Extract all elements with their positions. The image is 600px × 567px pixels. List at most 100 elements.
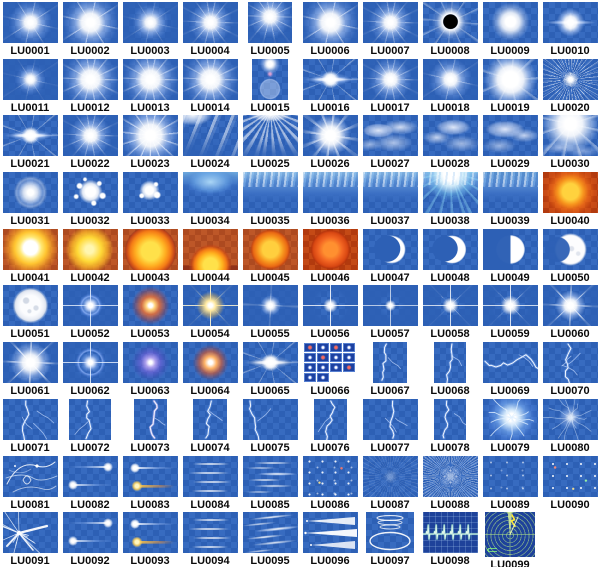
thumbnail-splatter-burst[interactable] — [62, 172, 118, 214]
thumbnail-starburst[interactable] — [422, 58, 478, 100]
thumbnail-sun-disc[interactable] — [2, 228, 58, 270]
thumbnail-starburst-small[interactable] — [2, 58, 58, 100]
thumbnail-water-surface-dark[interactable] — [482, 172, 538, 214]
thumbnail-splatter-small[interactable] — [122, 172, 178, 214]
thumbnail-lightning-narrow[interactable] — [69, 398, 111, 440]
thumbnail-sun-sphere[interactable] — [242, 228, 298, 270]
thumbnail-electric-web[interactable] — [542, 398, 598, 440]
thumbnail-electric-burst[interactable] — [482, 398, 538, 440]
thumbnail-clouds[interactable] — [362, 115, 418, 157]
thumbnail-light-painting[interactable] — [2, 455, 58, 497]
thumbnail-star-tile-grid[interactable] — [302, 342, 358, 384]
thumbnail-violet-glow-dot[interactable] — [122, 342, 178, 384]
thumbnail-six-point-star[interactable] — [482, 285, 538, 327]
thumbnail-comet-streaks-orange[interactable] — [122, 512, 178, 554]
thumbnail-six-point-star-small[interactable] — [422, 285, 478, 327]
thumbnail-full-moon[interactable] — [2, 285, 58, 327]
thumbnail-lightning-branched[interactable] — [2, 398, 58, 440]
thumbnail-starburst-rays[interactable] — [182, 2, 238, 43]
thumbnail-crescent-moon[interactable] — [422, 228, 478, 270]
thumbnail-cross-star-thin[interactable] — [302, 285, 358, 327]
thumbnail-starfield-dots[interactable] — [542, 455, 598, 497]
thumbnail-streak-explosion[interactable] — [2, 512, 58, 554]
thumbnail-starburst-soft[interactable] — [122, 2, 178, 43]
thumbnail-solar-eclipse[interactable] — [422, 2, 478, 43]
thumbnail-radar-screen[interactable] — [485, 512, 535, 558]
thumbnail-starfield[interactable] — [302, 455, 358, 497]
thumbnail-starburst-large[interactable] — [302, 2, 358, 43]
thumbnail-setting-sun-large[interactable] — [122, 228, 178, 270]
thumbnail-star-horizontal-flare[interactable] — [542, 2, 598, 43]
thumbnail-heartbeat-monitor[interactable] — [422, 512, 478, 554]
thumbnail-streak-burst[interactable] — [542, 58, 598, 100]
thumbnail-crescent-moon-thin[interactable] — [362, 228, 418, 270]
thumbnail-comet-streaks[interactable] — [62, 455, 118, 497]
thumbnail-speed-wedges[interactable] — [302, 512, 358, 554]
thumbnail-starburst-rays[interactable] — [62, 115, 118, 157]
thumbnail-starburst-wide[interactable] — [182, 58, 238, 100]
thumbnail-glow-halo[interactable] — [2, 172, 58, 214]
thumbnail-horizontal-flare-burst[interactable] — [2, 115, 58, 157]
thumbnail-orange-sun[interactable] — [542, 172, 598, 214]
thumbnail-light-beams[interactable] — [182, 115, 238, 157]
thumbnail-starburst-rays[interactable] — [362, 58, 418, 100]
thumbnail-clouds-wispy[interactable] — [422, 115, 478, 157]
thumbnail-orange-glow-dot[interactable] — [182, 342, 238, 384]
thumbnail-bright-star-large[interactable] — [2, 342, 58, 384]
thumbnail-lightning[interactable] — [362, 398, 418, 440]
thumbnail-horizontal-flare[interactable] — [302, 58, 358, 100]
thumbnail-starburst-rays[interactable] — [362, 2, 418, 43]
thumbnail-starburst-large[interactable] — [62, 2, 118, 43]
thumbnail-gibbous-moon[interactable] — [542, 228, 598, 270]
thumbnail-lens-flare-vertical[interactable] — [252, 58, 288, 100]
thumbnail-radiant-burst[interactable] — [122, 58, 178, 100]
thumbnail-star-ring-halo[interactable] — [62, 285, 118, 327]
thumbnail-sun-rays-top[interactable] — [248, 2, 292, 43]
thumbnail-lightning-diagonal[interactable] — [242, 398, 298, 440]
thumbnail-star-circle-halo[interactable] — [62, 342, 118, 384]
thumbnail-radial-streaks-faint[interactable] — [362, 455, 418, 497]
thumbnail-lightning-narrow[interactable] — [434, 398, 466, 440]
thumbnail-gold-cross-star[interactable] — [182, 285, 238, 327]
thumbnail-lightning-narrow[interactable] — [373, 342, 407, 384]
thumbnail-lightning-narrow-pink[interactable] — [133, 398, 167, 440]
thumbnail-underwater-sunburst[interactable] — [422, 172, 478, 214]
thumbnail-starfield-sparse[interactable] — [482, 455, 538, 497]
thumbnail-sun-over-clouds[interactable] — [542, 115, 598, 157]
thumbnail-water-surface[interactable] — [302, 172, 358, 214]
thumbnail-water-surface[interactable] — [362, 172, 418, 214]
thumbnail-sunset-half-sun[interactable] — [182, 228, 238, 270]
thumbnail-sun-streaks[interactable] — [62, 228, 118, 270]
thumbnail-lightning-horizontal[interactable] — [482, 342, 538, 384]
thumbnail-radiant-burst[interactable] — [62, 58, 118, 100]
thumbnail-label: LU0013 — [130, 101, 170, 114]
thumbnail-glow-burst[interactable] — [482, 58, 538, 100]
thumbnail-glow-orb[interactable] — [482, 2, 538, 43]
thumbnail-water-surface[interactable] — [242, 172, 298, 214]
thumbnail-comet-streaks[interactable] — [62, 512, 118, 554]
thumbnail-lightning-branched[interactable] — [542, 342, 598, 384]
thumbnail-cross-star-small[interactable] — [362, 285, 418, 327]
thumbnail-underwater-light-dome[interactable] — [182, 172, 238, 214]
thumbnail-starburst[interactable] — [2, 2, 58, 43]
thumbnail-horizontal-lines[interactable] — [182, 455, 238, 497]
thumbnail-radiant-burst-large[interactable] — [122, 115, 178, 157]
thumbnail-lightning-narrow[interactable] — [313, 398, 347, 440]
thumbnail-clouds-soft[interactable] — [482, 115, 538, 157]
thumbnail-sun-sphere-deep[interactable] — [302, 228, 358, 270]
thumbnail-comet-streaks-orange[interactable] — [122, 455, 178, 497]
thumbnail-sunbeams[interactable] — [302, 115, 358, 157]
thumbnail-orange-glow-star[interactable] — [122, 285, 178, 327]
thumbnail-streak-cluster[interactable] — [242, 455, 298, 497]
thumbnail-half-moon[interactable] — [482, 228, 538, 270]
thumbnail-horizontal-lines[interactable] — [182, 512, 238, 554]
thumbnail-lightning-narrow[interactable] — [434, 342, 466, 384]
thumbnail-streak-cluster-diagonal[interactable] — [242, 512, 298, 554]
thumbnail-lens-flare-ellipse[interactable] — [242, 342, 298, 384]
thumbnail-lightning-narrow[interactable] — [193, 398, 227, 440]
thumbnail-ellipse-loops[interactable] — [366, 512, 414, 554]
thumbnail-multi-ray-star[interactable] — [542, 285, 598, 327]
thumbnail-ray-fan[interactable] — [242, 115, 298, 157]
thumbnail-warp-streaks[interactable] — [422, 455, 478, 497]
thumbnail-white-sparkle[interactable] — [242, 285, 298, 327]
